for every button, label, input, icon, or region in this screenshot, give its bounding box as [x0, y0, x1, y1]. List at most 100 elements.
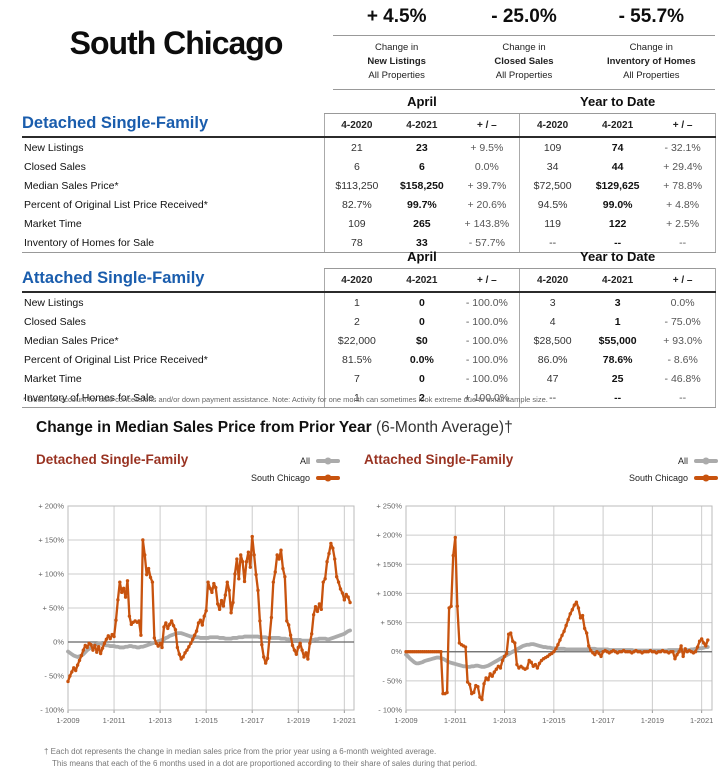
table-cell: -- — [650, 387, 717, 408]
column-header-row: Attached Single-Family 4-2020 4-2021 + /… — [22, 268, 717, 293]
legend-label-all: All — [299, 456, 310, 466]
stat-label-line3: All Properties — [368, 69, 425, 81]
table-row: New Listings 1 0 - 100.0% 3 3 0.0% — [22, 291, 717, 312]
table-cell: - 75.0% — [650, 311, 717, 331]
table-cell: - 100.0% — [465, 334, 508, 347]
svg-text:1-2013: 1-2013 — [148, 716, 171, 725]
svg-text:+ 100%: + 100% — [38, 570, 64, 579]
svg-text:1-2013: 1-2013 — [493, 716, 516, 725]
swatch-dot-icon — [324, 457, 332, 465]
svg-text:- 100%: - 100% — [378, 706, 402, 715]
table-cell: 34 — [519, 156, 585, 176]
attached-chart-legend: All South Chicago — [629, 456, 718, 490]
chart-footnote-line2: This means that each of the 6 months use… — [52, 759, 478, 769]
swatch-dot-icon — [702, 457, 710, 465]
stat-label-line2: Inventory of Homes — [606, 55, 696, 67]
all-series-swatch-icon — [316, 457, 340, 465]
attached-chart-title: Attached Single-Family — [364, 452, 514, 467]
table-cell: 0.0% — [409, 353, 434, 366]
spacer-cell — [22, 92, 324, 114]
table-cell: 0.0% — [474, 160, 499, 173]
table-cell: - 46.8% — [650, 368, 717, 388]
table-cell: 33 — [389, 232, 455, 253]
col-header: 4-2020 — [323, 113, 390, 138]
stat-inventory-label: Change in Inventory of Homes All Propert… — [588, 41, 715, 82]
svg-text:+ 200%: + 200% — [38, 502, 64, 511]
table-cell: + 143.8% — [464, 217, 510, 230]
stat-label-line3: All Properties — [495, 69, 553, 81]
table-footnote: * Does not account for sale concessions … — [23, 395, 548, 404]
stat-label-line2: Closed Sales — [494, 55, 554, 67]
col-header: 4-2021 — [389, 113, 455, 138]
svg-text:1-2017: 1-2017 — [591, 716, 614, 725]
table-cell: 21 — [323, 136, 390, 157]
row-label: Inventory of Homes for Sale — [22, 387, 324, 408]
svg-text:0%: 0% — [391, 647, 402, 656]
table-cell: 25 — [611, 372, 624, 385]
stat-label-line1: Change in — [375, 42, 419, 53]
table-title-attached: Attached Single-Family — [22, 268, 324, 293]
col-header: + / – — [650, 113, 717, 138]
table-cell: -- — [650, 232, 717, 253]
spacer-cell — [22, 247, 324, 269]
col-header: 4-2020 — [519, 268, 585, 293]
table-cell: 3 — [614, 296, 621, 309]
svg-text:- 50%: - 50% — [44, 672, 64, 681]
row-label: Market Time — [24, 217, 82, 230]
row-label: New Listings — [24, 141, 84, 154]
attached-single-family-table: April Year to Date Attached Single-Famil… — [22, 247, 717, 408]
table-row: Percent of Original List Price Received*… — [22, 349, 717, 369]
table-cell: $113,250 — [323, 175, 390, 195]
table-cell: 0.0% — [650, 291, 717, 312]
detached-chart-plot: - 100% - 50% 0% + 50% + 100% + 150% + 200% 1-20… — [38, 502, 356, 726]
table-cell: + 39.7% — [467, 179, 507, 192]
period-header-row: April Year to Date — [22, 247, 716, 269]
table-cell: + 78.8% — [650, 175, 717, 195]
svg-text:1-2009: 1-2009 — [56, 716, 79, 725]
svg-text:+ 200%: + 200% — [376, 531, 402, 540]
svg-text:- 50%: - 50% — [382, 676, 402, 685]
table-cell: 44 — [611, 160, 624, 173]
charts-section-title-sub: (6-Month Average)† — [371, 419, 513, 436]
row-label: Percent of Original List Price Received* — [24, 198, 208, 211]
legend-item-south-chicago: South Chicago — [629, 473, 718, 483]
row-label: Median Sales Price* — [24, 334, 119, 347]
table-cell: $22,000 — [323, 330, 390, 350]
period-header-ytd: Year to Date — [580, 249, 656, 264]
charts-section-title: Change in Median Sales Price from Prior … — [36, 419, 513, 437]
chart-footnote-line1: † Each dot represents the change in medi… — [44, 747, 437, 756]
table-row: Inventory of Homes for Sale 1 2 + 100.0% -- -… — [22, 387, 717, 408]
table-cell: + 100.0% — [454, 387, 520, 408]
svg-text:1-2019: 1-2019 — [287, 716, 310, 725]
stat-closed-sales-value: - 25.0% — [491, 6, 557, 27]
swatch-dot-icon — [702, 474, 710, 482]
table-cell: 81.5% — [323, 349, 390, 369]
attached-chart-block: Attached Single-Family All South Chicago… — [362, 448, 720, 740]
table-row: Closed Sales 2 0 - 100.0% 4 1 - 75.0% — [22, 311, 717, 331]
table-cell: 1 — [323, 291, 390, 312]
south-chicago-series-swatch-icon — [694, 474, 718, 482]
table-cell: -- — [585, 387, 651, 408]
table-cell: 2 — [323, 311, 390, 331]
table-cell: + 20.6% — [467, 198, 507, 211]
table-cell: -- — [585, 232, 651, 253]
header-stat-labels: Change in New Listings All Properties Ch… — [333, 35, 715, 91]
header-stats: + 4.5% - 25.0% - 55.7% Change in New Lis… — [333, 6, 715, 91]
row-label: Median Sales Price* — [24, 179, 119, 192]
stat-label-line1: Change in — [502, 42, 546, 53]
svg-text:1-2015: 1-2015 — [194, 716, 217, 725]
table-cell: 119 — [519, 213, 585, 233]
table-cell: + 29.4% — [650, 156, 717, 176]
table-cell: 109 — [519, 136, 585, 157]
period-header-row: April Year to Date — [22, 92, 716, 114]
table-row: Inventory of Homes for Sale 78 33- 57.7% --… — [22, 232, 717, 253]
col-header: 4-2020 — [323, 268, 390, 293]
svg-text:1-2011: 1-2011 — [103, 716, 126, 725]
row-label: Inventory of Homes for Sale — [22, 232, 324, 253]
svg-text:0%: 0% — [53, 638, 64, 647]
header-stat-values: + 4.5% - 25.0% - 55.7% — [333, 6, 715, 35]
table-cell: -- — [519, 387, 585, 408]
svg-text:1-2021: 1-2021 — [333, 716, 356, 725]
period-header-april: April — [407, 94, 437, 109]
table-cell: $0 — [416, 334, 428, 347]
